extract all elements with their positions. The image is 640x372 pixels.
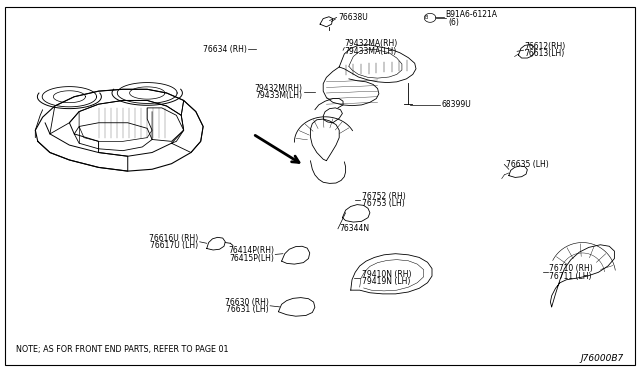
Text: 76635 (LH): 76635 (LH) [506,160,548,169]
Text: 76753 (LH): 76753 (LH) [362,199,404,208]
Text: B91A6-6121A: B91A6-6121A [445,10,497,19]
Text: 79410N (RH): 79410N (RH) [362,270,411,279]
Text: 76710 (RH): 76710 (RH) [549,264,593,273]
Text: 79419N (LH): 79419N (LH) [362,278,410,286]
Text: 79433M(LH): 79433M(LH) [256,92,303,100]
Text: 76630 (RH): 76630 (RH) [225,298,269,307]
Text: 79432MA(RH): 79432MA(RH) [344,39,397,48]
Text: 76344N: 76344N [339,224,369,233]
Text: 79433MA(LH): 79433MA(LH) [344,47,397,56]
Text: (6): (6) [448,18,459,27]
Text: 79432M(RH): 79432M(RH) [255,84,303,93]
Text: 76415P(LH): 76415P(LH) [229,254,274,263]
Text: 76414P(RH): 76414P(RH) [228,246,274,255]
Text: B: B [424,15,428,20]
Text: 76711 (LH): 76711 (LH) [549,272,591,280]
Text: 76634 (RH): 76634 (RH) [202,45,246,54]
Text: 76612(RH): 76612(RH) [525,42,566,51]
Text: 76638U: 76638U [338,13,367,22]
Text: 76631 (LH): 76631 (LH) [226,305,269,314]
Text: J76000B7: J76000B7 [580,355,624,363]
Text: 76752 (RH): 76752 (RH) [362,192,405,201]
Text: 76617U (LH): 76617U (LH) [150,241,198,250]
Text: 68399U: 68399U [442,100,471,109]
Text: NOTE; AS FOR FRONT END PARTS, REFER TO PAGE 01: NOTE; AS FOR FRONT END PARTS, REFER TO P… [16,345,228,354]
Text: 76616U (RH): 76616U (RH) [149,234,198,243]
Text: 76613(LH): 76613(LH) [525,49,565,58]
